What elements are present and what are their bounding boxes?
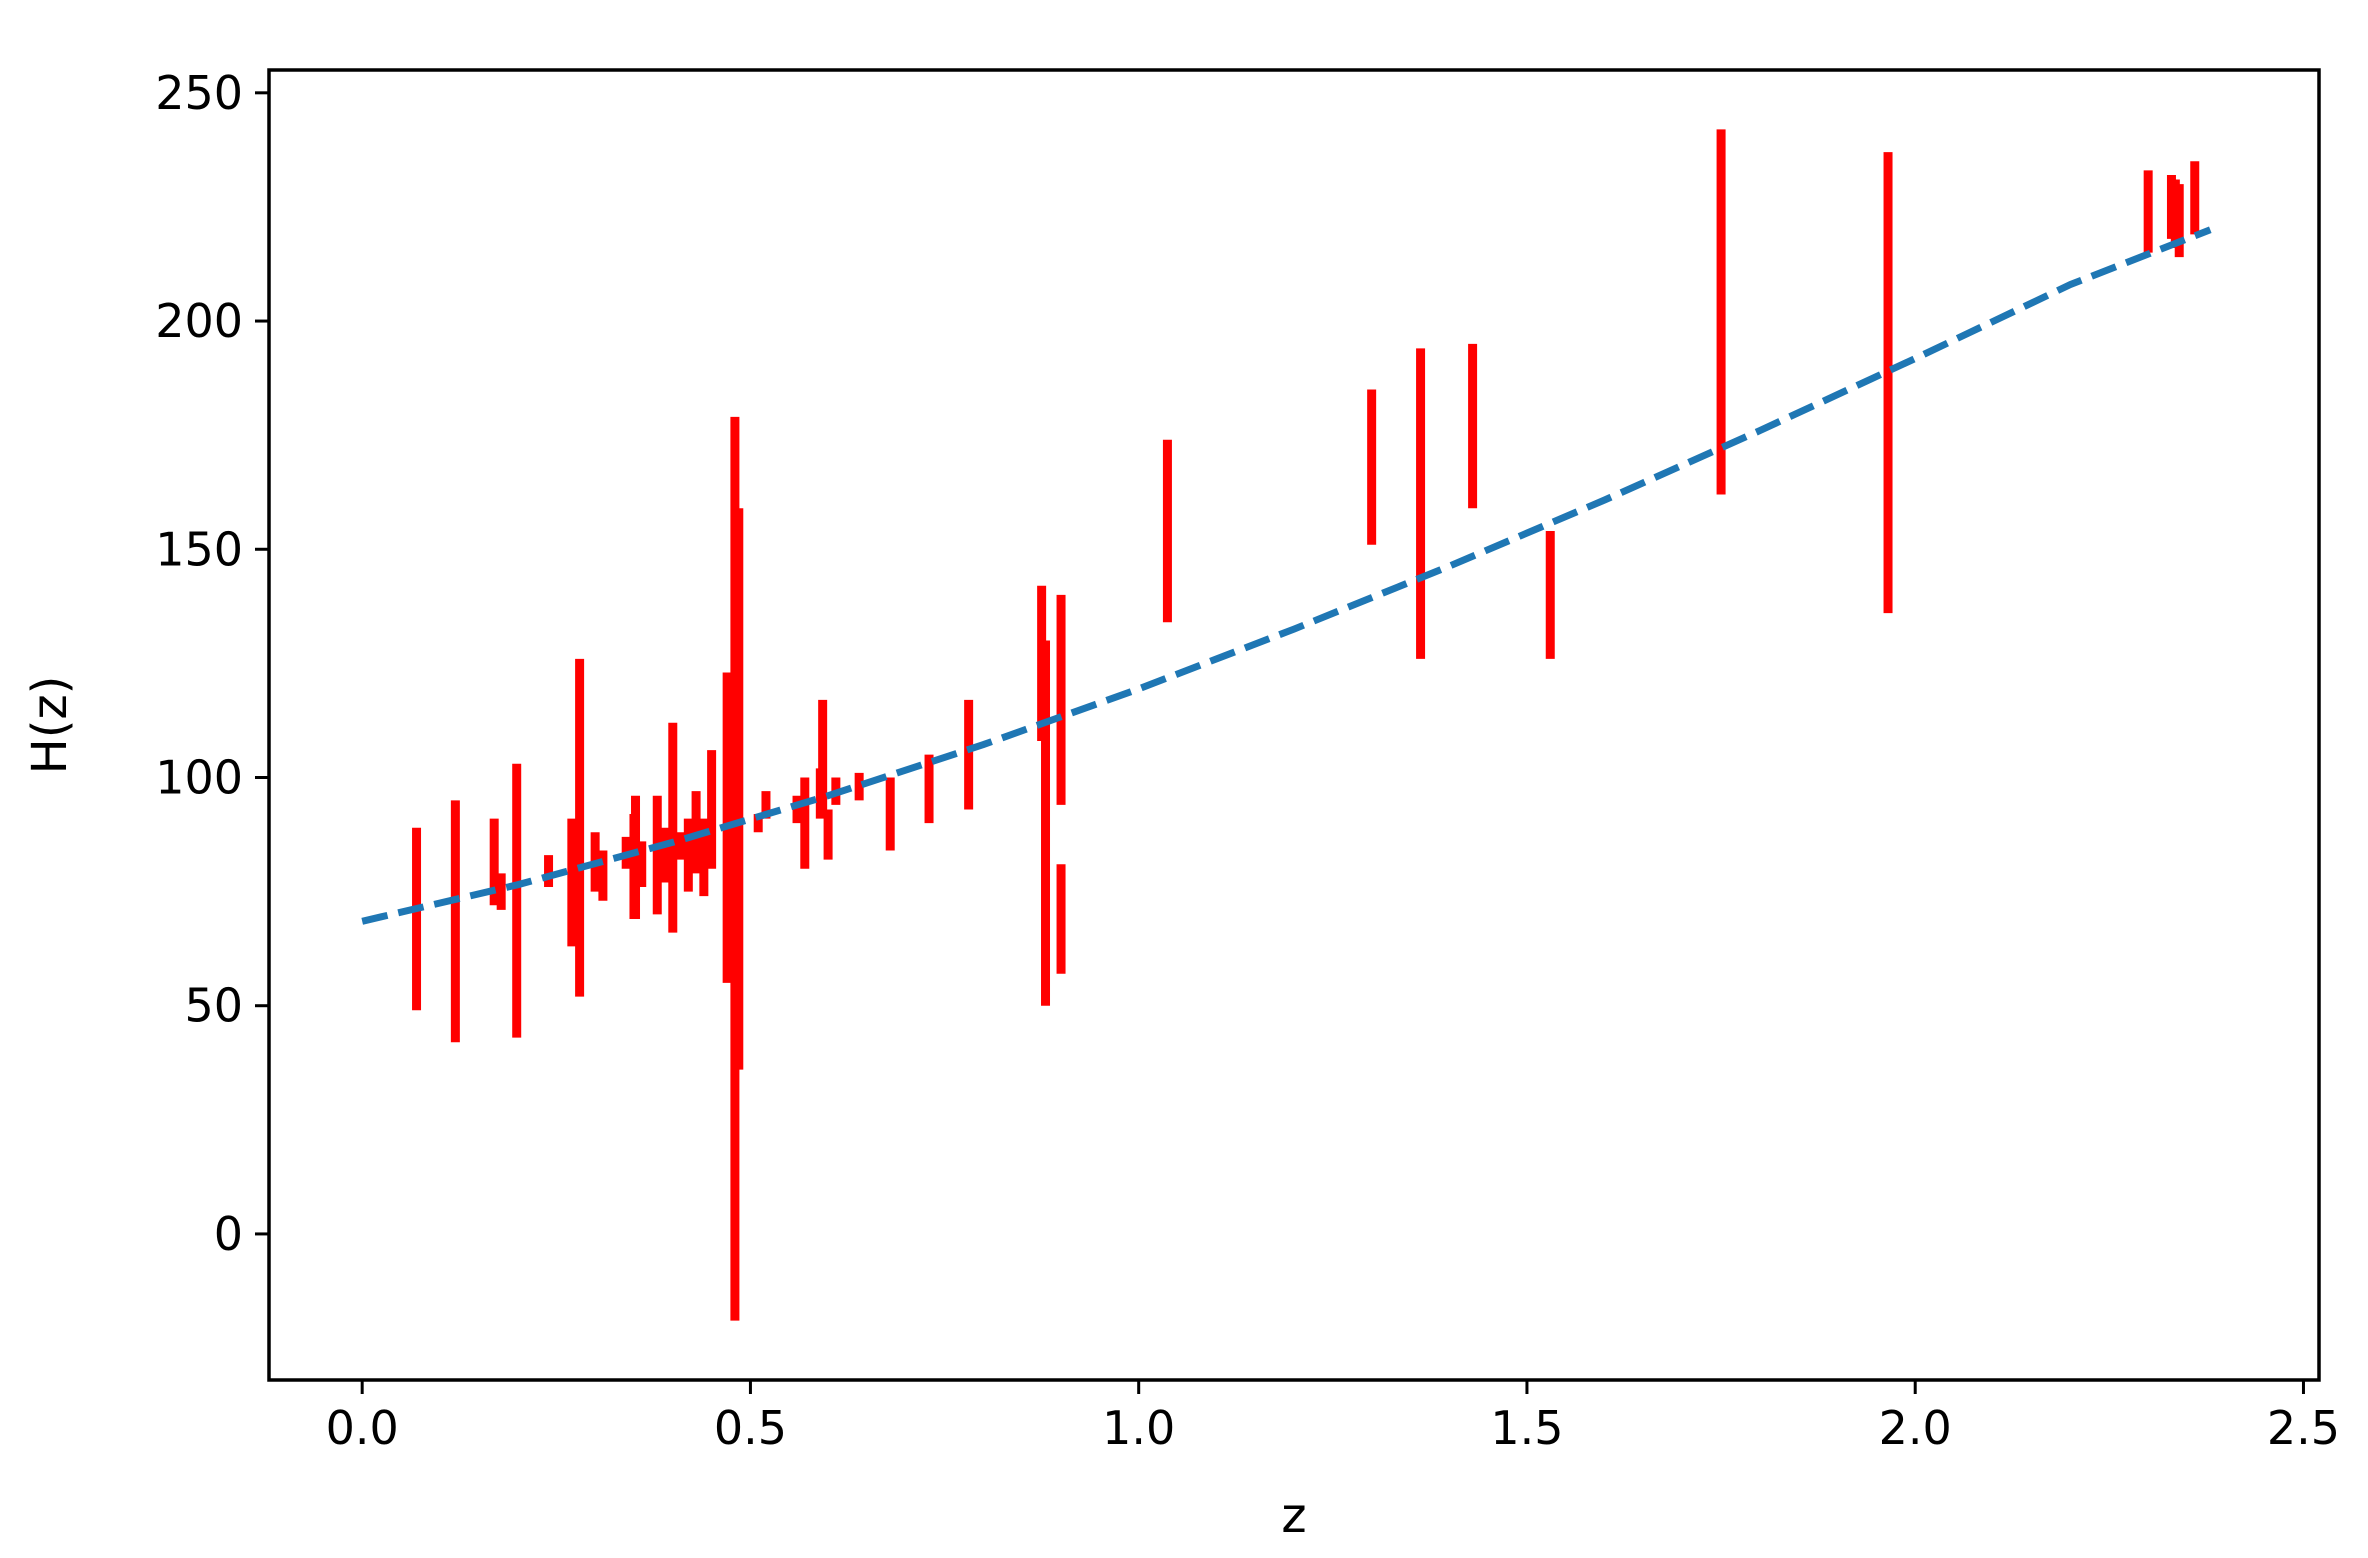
plot-frame [267,68,2321,1382]
y-tick-label: 250 [155,66,243,120]
x-tick-label: 1.5 [1490,1401,1563,1455]
x-tick-label: 0.0 [326,1401,399,1455]
errorbar-series [412,129,2200,1321]
x-tick-label: 2.0 [1879,1401,1952,1455]
y-axis-ticks: 0 50 100 150 200 250 [155,66,269,1261]
y-tick-label: 100 [155,750,243,804]
model-line [361,226,2212,925]
y-tick-label: 0 [214,1207,243,1261]
model-line-series [361,226,2212,925]
x-axis-label: z [1281,1488,1306,1544]
y-tick-label: 50 [184,979,243,1033]
y-tick-label: 200 [155,294,243,348]
x-axis-ticks: 0.0 0.5 1.0 1.5 2.0 2.5 [326,1380,2340,1455]
y-tick-label: 150 [155,522,243,576]
y-axis-label: H(z) [22,676,78,775]
x-tick-label: 2.5 [2267,1401,2340,1455]
x-tick-label: 0.5 [714,1401,787,1455]
x-tick-label: 1.0 [1102,1401,1175,1455]
